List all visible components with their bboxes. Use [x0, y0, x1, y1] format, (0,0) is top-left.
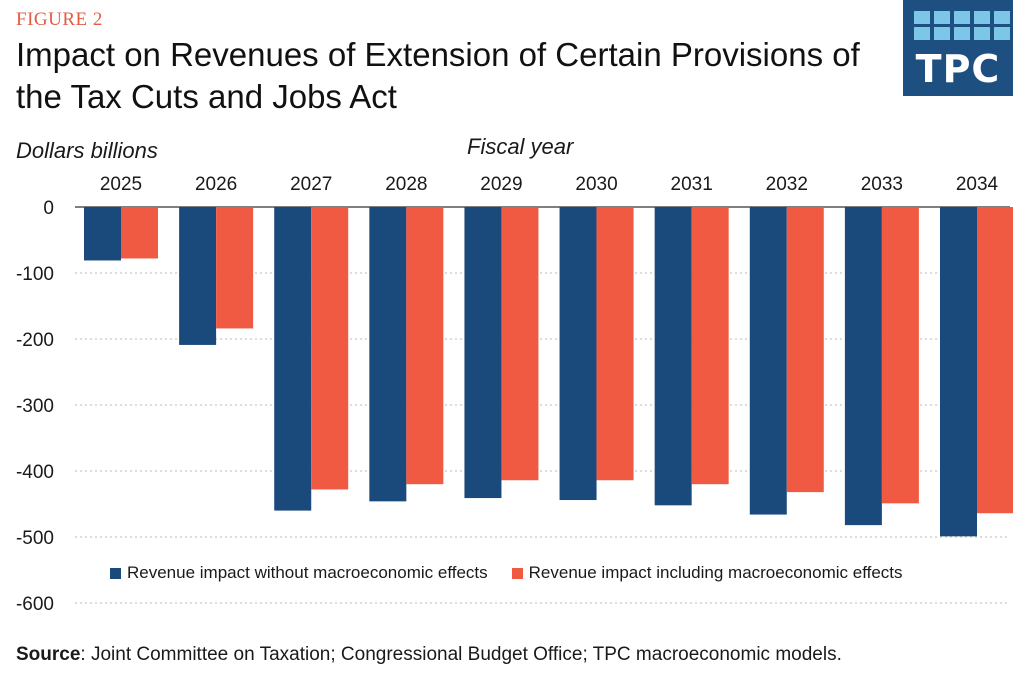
y-tick-label: -200: [16, 330, 54, 351]
tpc-logo: TPC: [903, 0, 1013, 96]
x-tick-label: 2033: [861, 174, 903, 195]
legend: Revenue impact without macroeconomic eff…: [110, 563, 927, 583]
legend-label-including-macro: Revenue impact including macroeconomic e…: [528, 563, 903, 582]
x-tick-label: 2026: [195, 174, 237, 195]
y-tick-label: -400: [16, 462, 54, 483]
x-tick-label: 2027: [290, 174, 332, 195]
source-label: Source: [16, 644, 81, 665]
figure-label: FIGURE 2: [16, 9, 103, 30]
source-text: : Joint Committee on Taxation; Congressi…: [80, 644, 842, 665]
x-tick-label: 2034: [956, 174, 999, 195]
bar-including-macro-2028: [406, 207, 444, 485]
bar-without-macro-2026: [179, 207, 217, 345]
logo-tile-grid: [914, 11, 1010, 40]
legend-item-including-macro: Revenue impact including macroeconomic e…: [511, 563, 903, 583]
bar-including-macro-2030: [596, 207, 634, 481]
x-tick-label: 2029: [480, 174, 522, 195]
legend-swatch-including-macro: [511, 567, 523, 579]
bar-without-macro-2029: [464, 207, 502, 499]
bar-including-macro-2027: [311, 207, 349, 490]
bar-without-macro-2033: [844, 207, 882, 526]
legend-label-without-macro: Revenue impact without macroeconomic eff…: [127, 563, 488, 582]
bar-including-macro-2033: [881, 207, 919, 504]
legend-item-without-macro: Revenue impact without macroeconomic eff…: [110, 563, 488, 583]
x-tick-label: 2030: [575, 174, 617, 195]
y-axis-label: Dollars billions: [16, 138, 158, 163]
bar-without-macro-2027: [274, 207, 312, 511]
bar-without-macro-2032: [749, 207, 787, 515]
bar-including-macro-2026: [216, 207, 254, 329]
y-tick-label: -100: [16, 264, 54, 285]
x-tick-label: 2031: [671, 174, 713, 195]
chart-title: Impact on Revenues of Extension of Certa…: [16, 36, 860, 115]
bar-including-macro-2029: [501, 207, 539, 481]
bar-without-macro-2025: [84, 207, 121, 261]
x-tick-label: 2028: [385, 174, 427, 195]
bar-including-macro-2032: [786, 207, 824, 493]
bar-without-macro-2034: [940, 207, 977, 537]
bar-including-macro-2034: [977, 207, 1013, 514]
x-tick-label: 2025: [100, 174, 142, 195]
x-axis-title: Fiscal year: [467, 134, 574, 159]
y-tick-label: -500: [16, 528, 54, 549]
source-note: Source: Joint Committee on Taxation; Con…: [16, 644, 842, 666]
bar-without-macro-2031: [654, 207, 692, 506]
y-tick-label: -300: [16, 396, 54, 417]
legend-swatch-without-macro: [110, 567, 121, 579]
bar-without-macro-2028: [369, 207, 407, 502]
logo-text: TPC: [915, 47, 1001, 91]
y-tick-label: 0: [43, 198, 54, 219]
bar-including-macro-2025: [121, 207, 158, 259]
y-tick-label: -600: [16, 594, 54, 615]
bar-without-macro-2030: [559, 207, 597, 501]
bar-including-macro-2031: [691, 207, 729, 485]
x-tick-label: 2032: [766, 174, 808, 195]
